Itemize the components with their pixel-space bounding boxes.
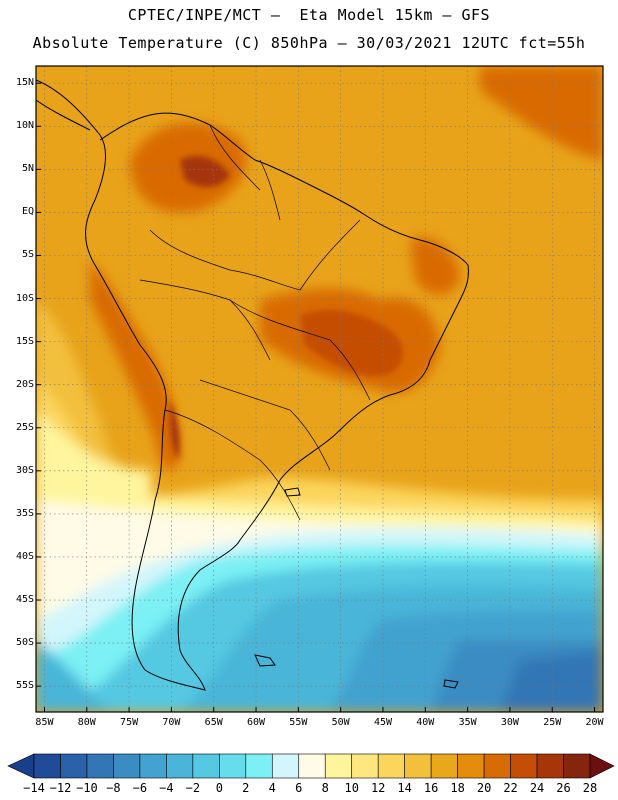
colorbar-tick-label: 22 <box>503 781 518 795</box>
lat-label: 10S <box>15 292 34 304</box>
graticule <box>36 66 603 712</box>
colorbar-swatch <box>563 753 591 779</box>
lon-label: 50W <box>331 717 350 728</box>
lon-label: 20W <box>585 717 604 728</box>
colorbar-swatch <box>510 753 538 779</box>
lat-label: 35S <box>15 507 34 519</box>
colorbar-tick-label: 8 <box>321 781 329 795</box>
colorbar-tick-label: −10 <box>76 781 98 795</box>
colorbar-tick-label: 26 <box>556 781 571 795</box>
colorbar-swatch <box>324 753 353 779</box>
colorbar-tick-label: 16 <box>423 781 439 795</box>
lat-label: 30S <box>15 464 34 476</box>
lon-label: 30W <box>500 717 519 728</box>
colorbar-tick-label: 0 <box>215 781 223 795</box>
colorbar-swatch <box>60 753 88 779</box>
title-line-1: CPTEC/INPE/MCT – Eta Model 15km – GFS <box>127 6 491 24</box>
lon-label: 65W <box>204 717 223 728</box>
colorbar-swatch <box>33 753 61 779</box>
colorbar-tick-label: 14 <box>397 781 412 795</box>
colorbar-tick-label: −8 <box>106 781 121 795</box>
colorbar <box>7 753 615 779</box>
colorbar-tick-label: 18 <box>450 781 465 795</box>
colorbar-swatch <box>166 753 194 779</box>
lon-label: 45W <box>373 717 392 728</box>
colorbar-swatch <box>377 753 405 779</box>
lat-label: 45S <box>15 594 34 606</box>
colorbar-swatch <box>298 753 326 779</box>
lat-label: 20S <box>15 378 34 390</box>
lat-label: EQ <box>21 206 34 218</box>
temperature-field <box>36 66 603 712</box>
lat-label: 50S <box>15 637 34 649</box>
colorbar-swatch <box>271 753 300 779</box>
lat-label: 55S <box>15 680 34 692</box>
colorbar-tick-label: 20 <box>476 781 492 795</box>
colorbar-swatch <box>351 753 379 779</box>
colorbar-high-arrow <box>589 753 615 779</box>
lat-label: 5N <box>21 163 34 175</box>
lon-label: 25W <box>543 717 562 728</box>
lat-label: 5S <box>21 249 34 261</box>
lon-label: 35W <box>458 717 477 728</box>
colorbar-tick-label: 24 <box>529 781 545 795</box>
colorbar-swatch <box>192 753 220 779</box>
colorbar-tick-label: 6 <box>295 781 303 795</box>
colorbar-tick-label: 2 <box>242 781 250 795</box>
lon-label: 55W <box>289 717 308 728</box>
lat-label: 10N <box>15 120 34 132</box>
map-frame <box>35 65 604 713</box>
lon-label: 70W <box>162 717 181 728</box>
colorbar-tick-label: −6 <box>132 781 148 795</box>
colorbar-tick-label: 10 <box>344 781 359 795</box>
lon-label: 75W <box>120 717 139 728</box>
colorbar-swatch <box>113 753 141 779</box>
country-borders <box>139 124 371 521</box>
lat-label: 25S <box>15 421 34 433</box>
colorbar-swatch <box>457 753 485 779</box>
colorbar-swatch <box>139 753 167 779</box>
colorbar-tick-label: 4 <box>268 781 276 795</box>
colorbar-swatch <box>430 753 458 779</box>
colorbar-tick-label: 28 <box>582 781 598 795</box>
colorbar-swatch <box>404 753 432 779</box>
colorbar-tick-label: −14 <box>23 781 45 795</box>
colorbar-low-arrow <box>7 753 35 779</box>
colorbar-swatch <box>219 753 247 779</box>
colorbar-swatch <box>245 753 273 779</box>
lat-label: 15S <box>15 335 34 347</box>
colorbar-tick-label: −12 <box>49 781 72 795</box>
colorbar-swatch <box>86 753 114 779</box>
lon-label: 85W <box>35 717 54 728</box>
colorbar-swatch <box>483 753 511 779</box>
lat-label: 40S <box>15 550 34 562</box>
lon-label: 40W <box>416 717 435 728</box>
colorbar-swatch <box>536 753 564 779</box>
title-line-2: Absolute Temperature (C) 850hPa – 30/03/… <box>32 34 586 52</box>
lon-label: 60W <box>246 717 266 728</box>
colorbar-tick-label: −4 <box>159 781 174 795</box>
colorbar-tick-label: −2 <box>185 781 201 795</box>
lat-label: 15N <box>15 77 34 89</box>
colorbar-tick-label: 12 <box>370 781 386 795</box>
lon-label: 80W <box>77 717 96 728</box>
